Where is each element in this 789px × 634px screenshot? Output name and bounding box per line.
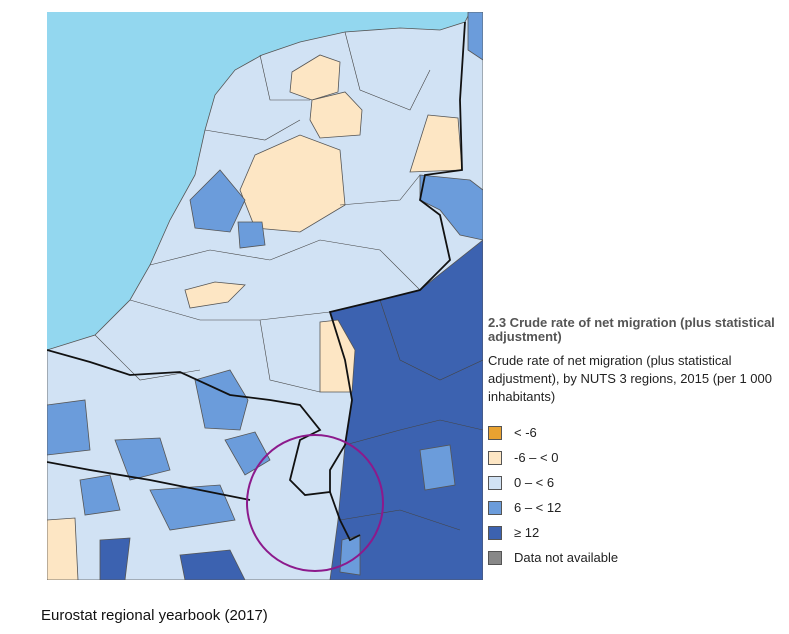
caption: Eurostat regional yearbook (2017): [41, 607, 268, 624]
legend-swatch: [488, 425, 502, 440]
legend-item: < -6: [488, 420, 784, 445]
legend-item: Data not available: [488, 545, 784, 570]
legend: 2.3 Crude rate of net migration (plus st…: [488, 316, 784, 570]
region: [319, 319, 356, 393]
legend-item: -6 – < 0: [488, 445, 784, 470]
legend-item: ≥ 12: [488, 520, 784, 545]
legend-item: 6 – < 12: [488, 495, 784, 520]
region: [149, 484, 236, 531]
map: [47, 12, 483, 580]
region: [419, 444, 456, 491]
region: [237, 221, 266, 249]
region: [79, 474, 121, 516]
legend-label: 0 – < 6: [514, 475, 555, 490]
legend-label: 6 – < 12: [514, 500, 562, 515]
legend-swatch: [488, 450, 502, 465]
region: [289, 54, 341, 101]
legend-swatch: [488, 550, 502, 565]
region: [47, 399, 91, 456]
region: [114, 437, 171, 481]
legend-subtitle: Crude rate of net migration (plus statis…: [488, 353, 772, 404]
legend-title: 2.3 Crude rate of net migration (plus st…: [488, 315, 775, 344]
region: [309, 91, 363, 139]
legend-swatch: [488, 525, 502, 540]
legend-label: -6 – < 0: [514, 450, 559, 465]
highlight-circle: [246, 434, 384, 572]
national-borders: [47, 21, 466, 542]
legend-items: < -6 -6 – < 0 0 – < 6 6 – < 12 ≥ 12 Data not …: [488, 420, 784, 570]
region: [467, 12, 483, 61]
legend-item: 0 – < 6: [488, 470, 784, 495]
region: [239, 134, 346, 233]
region: [184, 281, 246, 309]
inner-borders: [94, 31, 483, 531]
region: [99, 537, 131, 580]
regions: [47, 12, 483, 580]
region: [179, 549, 246, 580]
legend-label: Data not available: [514, 550, 619, 565]
legend-label: ≥ 12: [514, 525, 540, 540]
region: [189, 169, 246, 233]
legend-swatch: [488, 500, 502, 515]
region: [47, 517, 79, 580]
legend-label: < -6: [514, 425, 537, 440]
legend-swatch: [488, 475, 502, 490]
